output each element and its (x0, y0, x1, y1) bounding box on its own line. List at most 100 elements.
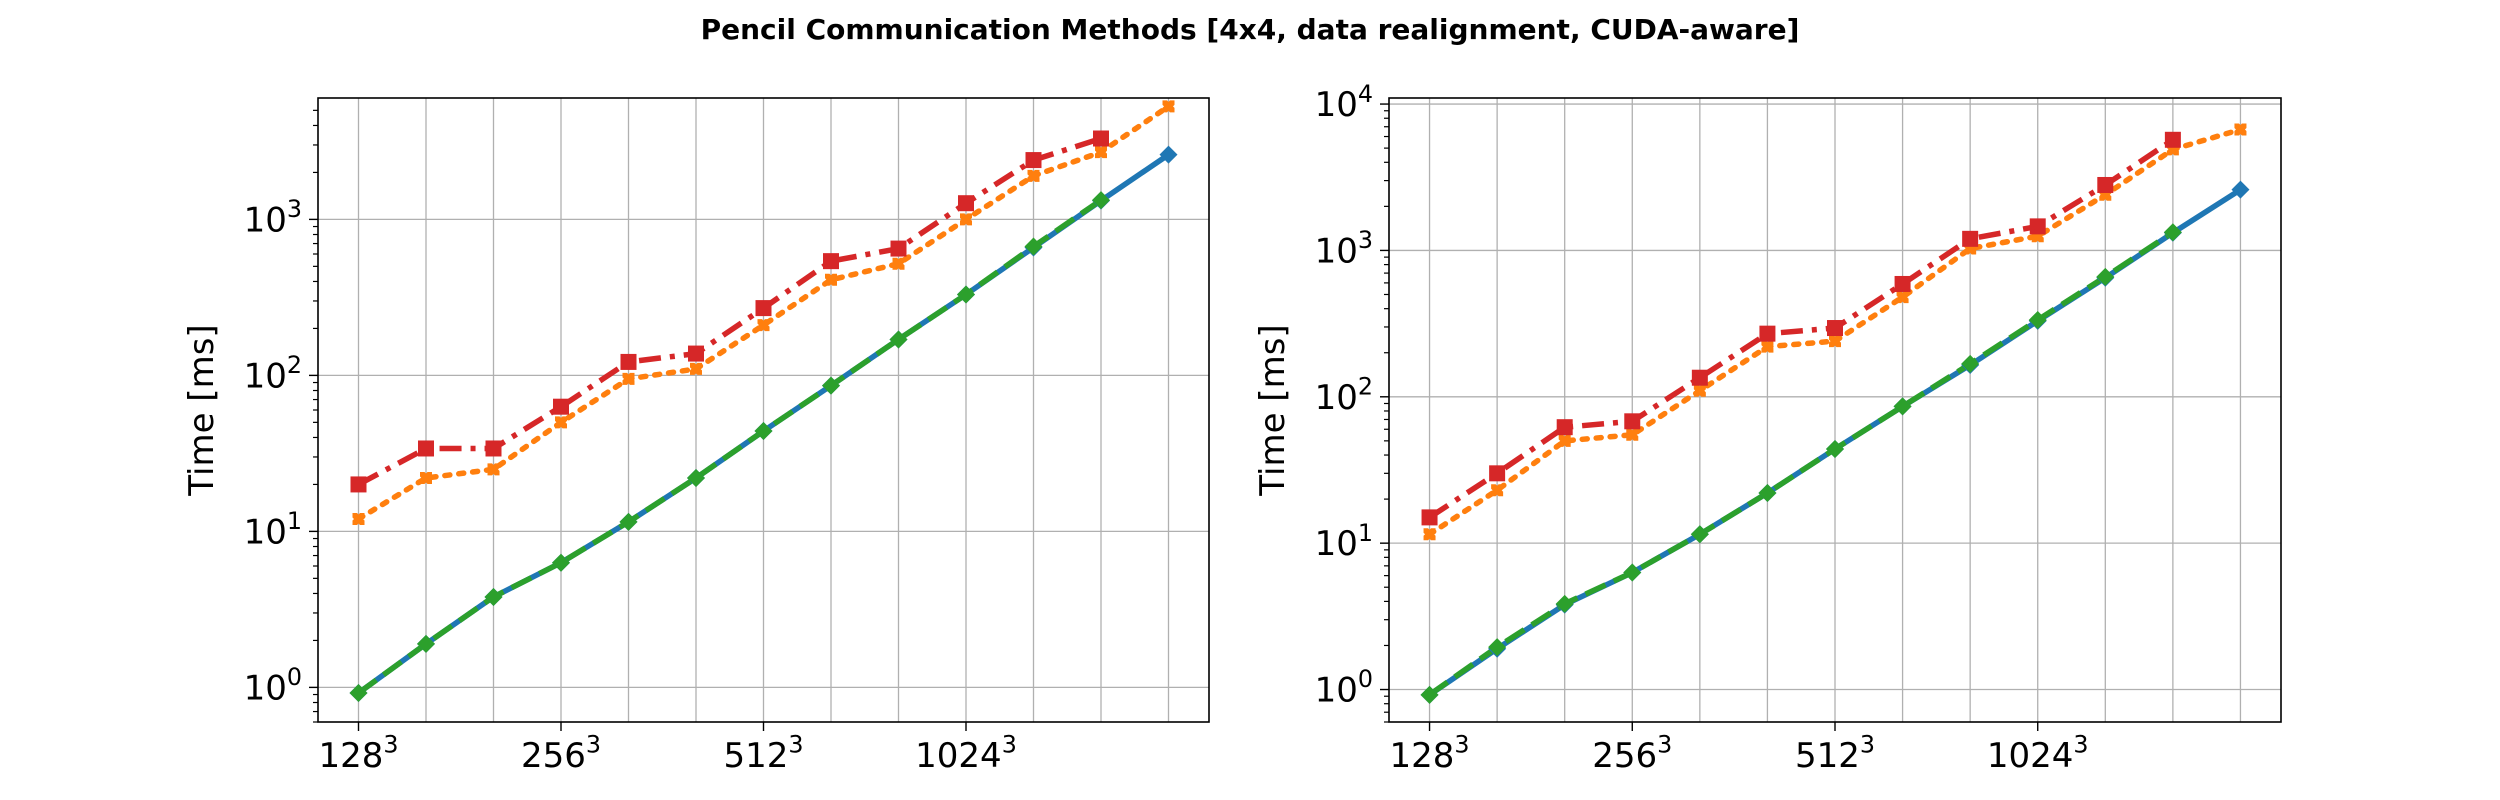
data-point-s3 (1095, 146, 1107, 159)
series-line-2 (1427, 230, 2175, 698)
y-axis-label: Time [ms] (182, 324, 222, 496)
chart-panel-1: 100 101 102 103 1283 2563 5123 10243 Time [ms] (182, 97, 1210, 776)
data-point-s2 (957, 285, 975, 304)
data-point-s2 (754, 422, 773, 441)
data-point-s4 (823, 253, 839, 270)
data-point-s2 (822, 376, 840, 395)
data-point-s2 (349, 684, 368, 703)
data-point-s4 (2164, 131, 2181, 148)
data-point-s4 (418, 440, 434, 457)
y-axis-label: Time [ms] (1253, 324, 1293, 496)
series-line-4 (357, 135, 1102, 487)
chart-panel-2: 100 101 102 103 104 1283 2563 5123 10243 Time [ms… (1253, 80, 2282, 776)
data-point-s4 (1759, 325, 1776, 342)
data-point-s2 (1961, 354, 1980, 373)
data-point-s2 (1893, 397, 1912, 416)
data-point-s3 (1423, 528, 1436, 541)
data-point-s4 (755, 300, 772, 317)
data-point-s2 (1690, 525, 1709, 544)
data-point-s3 (960, 213, 972, 226)
data-point-s4 (553, 398, 569, 415)
data-point-s4 (350, 476, 367, 493)
data-point-s2 (417, 634, 435, 653)
data-point-s4 (1025, 152, 1042, 169)
data-point-s3 (1761, 340, 1774, 353)
data-point-s2 (619, 512, 638, 531)
data-point-s4 (620, 353, 637, 370)
y-tick-label: 103 (1315, 226, 1373, 271)
data-point-s2 (2163, 223, 2182, 242)
y-tick-label: 101 (244, 507, 302, 552)
y-tick-label: 100 (1315, 665, 1373, 710)
data-point-s4 (2029, 218, 2046, 235)
data-point-s4 (1421, 509, 1438, 526)
data-point-s4 (485, 440, 502, 457)
data-point-s4 (1624, 413, 1641, 430)
data-point-s3 (555, 416, 567, 429)
data-point-s4 (890, 240, 907, 257)
data-point-s2 (1758, 484, 1777, 503)
series-line-4 (1427, 137, 2175, 520)
data-point-s4 (1962, 230, 1979, 247)
x-tick-label: 10243 (915, 731, 1017, 776)
x-tick-label: 10243 (1987, 731, 2089, 776)
data-point-s2 (1024, 237, 1043, 256)
data-point-s2 (1623, 563, 1642, 582)
x-tick-label: 2563 (521, 731, 601, 776)
data-point-s3 (622, 372, 635, 385)
x-tick-label: 5123 (1795, 731, 1875, 776)
data-point-s3 (487, 463, 500, 476)
y-tick-label: 100 (244, 663, 302, 708)
data-point-s4 (1556, 419, 1573, 436)
data-point-s3 (1896, 291, 1909, 304)
data-point-s2 (2096, 267, 2115, 286)
figure-title: Pencil Communication Methods [4x4, data … (700, 13, 1800, 46)
data-point-s2 (1420, 685, 1439, 704)
data-point-s3 (1558, 434, 1571, 447)
x-tick-label: 1283 (1390, 731, 1470, 776)
data-point-s3 (2234, 123, 2247, 136)
data-point-s2 (1826, 439, 1844, 458)
data-point-s3 (420, 471, 432, 484)
data-point-s2 (552, 553, 570, 572)
plot-frame (317, 97, 1210, 723)
data-point-s2 (687, 468, 705, 487)
data-point-s4 (1489, 465, 1506, 482)
x-tick-label: 1283 (318, 731, 398, 776)
data-point-s1 (2231, 180, 2250, 199)
data-point-s2 (484, 587, 503, 606)
data-point-s3 (1027, 169, 1040, 182)
data-point-s2 (1092, 191, 1110, 210)
data-point-s4 (2097, 176, 2114, 193)
data-point-s2 (889, 330, 908, 349)
data-point-s1 (1159, 145, 1178, 164)
data-point-s2 (1488, 638, 1507, 657)
data-point-s3 (1491, 484, 1504, 497)
data-point-s4 (688, 345, 704, 362)
y-tick-label: 102 (244, 351, 302, 396)
data-point-s2 (2028, 310, 2047, 329)
x-tick-label: 2563 (1592, 731, 1672, 776)
y-tick-label: 104 (1315, 80, 1373, 125)
y-tick-label: 103 (244, 195, 302, 240)
data-point-s3 (690, 362, 702, 375)
data-point-s4 (958, 195, 974, 212)
data-point-s3 (757, 319, 770, 332)
y-tick-label: 102 (1315, 373, 1373, 418)
data-point-s4 (1827, 320, 1843, 337)
data-point-s4 (1691, 369, 1708, 386)
x-tick-label: 5123 (723, 731, 803, 776)
data-point-s3 (1626, 428, 1639, 441)
data-point-s2 (1555, 594, 1574, 613)
data-point-s3 (892, 257, 905, 270)
data-point-s3 (825, 273, 837, 286)
series-line-2 (356, 197, 1103, 696)
data-point-s3 (1829, 335, 1841, 348)
data-point-s3 (1693, 384, 1706, 397)
plot-frame (1388, 97, 2282, 723)
data-point-s3 (352, 513, 365, 526)
y-tick-label: 101 (1315, 519, 1373, 564)
data-point-s4 (1093, 130, 1109, 147)
